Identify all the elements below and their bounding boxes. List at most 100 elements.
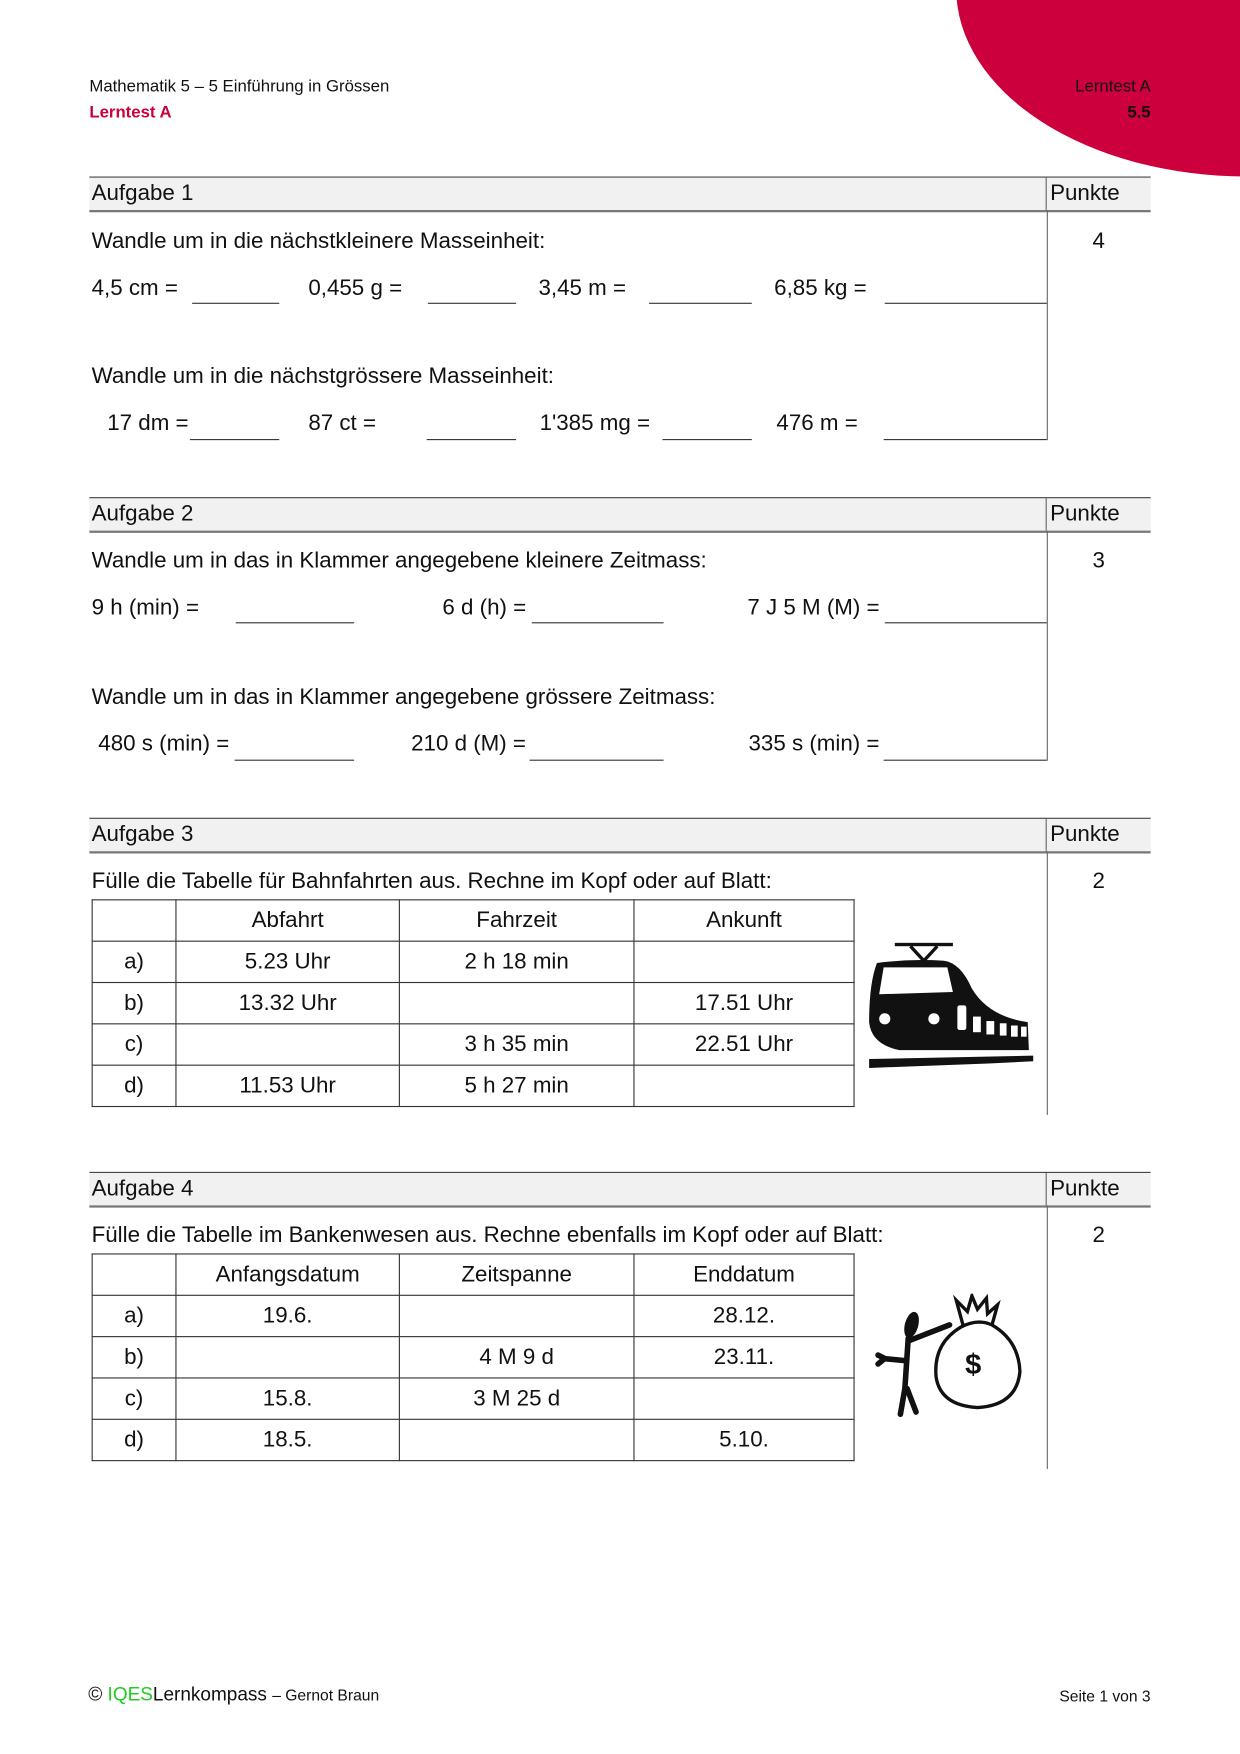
header-cell: Abfahrt [175, 899, 400, 942]
cell: c) [91, 1023, 177, 1066]
answer-blank[interactable] [531, 622, 664, 624]
table-row: c) 15.8. 3 M 25 d [91, 1377, 855, 1420]
test-title: Lerntest A [89, 102, 172, 122]
cell[interactable]: 2 h 18 min [398, 940, 635, 984]
table-row: d) 11.53 Uhr 5 h 27 min [91, 1064, 855, 1108]
answer-blank[interactable] [234, 759, 355, 761]
cell[interactable]: 18.5. [175, 1418, 400, 1462]
punkte-label: Punkte [1050, 822, 1120, 847]
punkte-label: Punkte [1050, 180, 1120, 206]
answer-blank[interactable] [189, 439, 280, 441]
table-header-row: Abfahrt Fahrzeit Ankunft [91, 899, 855, 942]
header-cell [91, 899, 177, 942]
table-row: b) 13.32 Uhr 17.51 Uhr [91, 981, 855, 1025]
cell[interactable] [398, 1418, 635, 1462]
answer-blank[interactable] [649, 302, 752, 304]
cell[interactable]: 4 M 9 d [398, 1336, 635, 1379]
brand-lernkompass: Lernkompass [152, 1683, 267, 1705]
cell[interactable] [633, 940, 855, 984]
exercise-label: 87 ct = [308, 411, 377, 436]
train-table: Abfahrt Fahrzeit Ankunft a) 5.23 Uhr 2 h 18 … [91, 899, 855, 1108]
cell: a) [91, 1294, 177, 1338]
header-cell: Fahrzeit [398, 899, 635, 942]
points-value: 3 [1092, 548, 1105, 574]
cell[interactable]: 5 h 27 min [398, 1064, 635, 1108]
answer-blank[interactable] [235, 622, 355, 624]
instruction: Fülle die Tabelle für Bahnfahrten aus. R… [91, 869, 772, 894]
cell[interactable]: 23.11. [633, 1336, 855, 1379]
aufgabe-2-header: Aufgabe 2 Punkte [89, 497, 1151, 533]
table-row: a) 19.6. 28.12. [91, 1294, 855, 1338]
aufgabe-title: Aufgabe 1 [91, 180, 194, 206]
exercise-label: 335 s (min) = [748, 731, 880, 757]
cell[interactable]: 5.23 Uhr [175, 940, 400, 984]
cell[interactable]: 13.32 Uhr [175, 981, 400, 1025]
cell[interactable]: 3 M 25 d [398, 1377, 635, 1420]
header-cell: Ankunft [633, 899, 855, 942]
cell: b) [91, 1336, 177, 1379]
aufgabe-4-header: Aufgabe 4 Punkte [89, 1171, 1151, 1208]
svg-text:$: $ [965, 1349, 981, 1381]
header-cell: Enddatum [633, 1253, 855, 1296]
cell: b) [91, 981, 177, 1025]
exercise-label: 6 d (h) = [442, 595, 527, 621]
answer-blank[interactable] [662, 439, 752, 441]
aufgabe-3-header: Aufgabe 3 Punkte [89, 817, 1151, 854]
points-value: 4 [1092, 229, 1105, 254]
punkte-label: Punkte [1050, 501, 1120, 527]
answer-blank[interactable] [529, 759, 664, 761]
cell[interactable]: 11.53 Uhr [175, 1064, 400, 1108]
cell[interactable]: 17.51 Uhr [633, 981, 855, 1025]
table-header-row: Anfangsdatum Zeitspanne Enddatum [91, 1253, 855, 1296]
header-cell: Zeitspanne [398, 1253, 635, 1296]
exercise-label: 17 dm = [107, 411, 189, 436]
header-cell [91, 1253, 177, 1296]
answer-blank[interactable] [883, 759, 1047, 761]
exercise-label: 3,45 m = [538, 275, 627, 301]
aufgabe-1-header: Aufgabe 1 Punkte [89, 176, 1151, 213]
cell[interactable]: 5.10. [633, 1418, 855, 1462]
points-value: 2 [1092, 1223, 1105, 1248]
exercise-label: 210 d (M) = [411, 731, 526, 757]
train-icon [869, 942, 1034, 1068]
answer-blank[interactable] [192, 302, 280, 304]
cell[interactable] [175, 1336, 400, 1379]
exercise-label: 476 m = [776, 411, 858, 436]
answer-blank[interactable] [883, 439, 1047, 441]
cell: a) [91, 940, 177, 984]
exercise-label: 9 h (min) = [91, 595, 200, 621]
cell[interactable]: 22.51 Uhr [633, 1023, 855, 1066]
exercise-label: 6,85 kg = [774, 275, 867, 301]
cell[interactable]: 28.12. [633, 1294, 855, 1338]
instruction: Wandle um in die nächstkleinere Masseinh… [91, 229, 546, 254]
cell[interactable] [398, 1294, 635, 1338]
header-cell: Anfangsdatum [175, 1253, 400, 1296]
aufgabe-title: Aufgabe 4 [91, 1176, 194, 1201]
answer-blank[interactable] [426, 439, 517, 441]
footer-brand: © IQESLernkompass – Gernot Braun [88, 1683, 379, 1705]
cell[interactable]: 15.8. [175, 1377, 400, 1420]
instruction: Fülle die Tabelle im Bankenwesen aus. Re… [91, 1223, 884, 1248]
cell[interactable] [633, 1064, 855, 1108]
brand-iqes: IQES [107, 1683, 153, 1705]
table-row: b) 4 M 9 d 23.11. [91, 1336, 855, 1379]
table-row: a) 5.23 Uhr 2 h 18 min [91, 940, 855, 984]
answer-blank[interactable] [884, 302, 1047, 304]
answer-blank[interactable] [884, 622, 1047, 624]
cell[interactable]: 19.6. [175, 1294, 400, 1338]
answer-blank[interactable] [427, 302, 517, 304]
aufgabe-title: Aufgabe 3 [91, 822, 194, 847]
instruction: Wandle um in das in Klammer angegebene g… [91, 684, 716, 710]
cell[interactable]: 3 h 35 min [398, 1023, 635, 1066]
exercise-label: 1'385 mg = [539, 411, 651, 436]
cell[interactable] [633, 1377, 855, 1420]
exercise-label: 7 J 5 M (M) = [747, 595, 880, 621]
cell[interactable] [398, 981, 635, 1025]
cell[interactable] [175, 1023, 400, 1066]
bank-table: Anfangsdatum Zeitspanne Enddatum a) 19.6. 28… [91, 1253, 855, 1462]
author: – Gernot Braun [272, 1685, 380, 1704]
course-title: Mathematik 5 – 5 Einführung in Grössen [89, 77, 390, 97]
exercise-label: 480 s (min) = [98, 731, 230, 757]
points-value: 2 [1092, 869, 1105, 894]
